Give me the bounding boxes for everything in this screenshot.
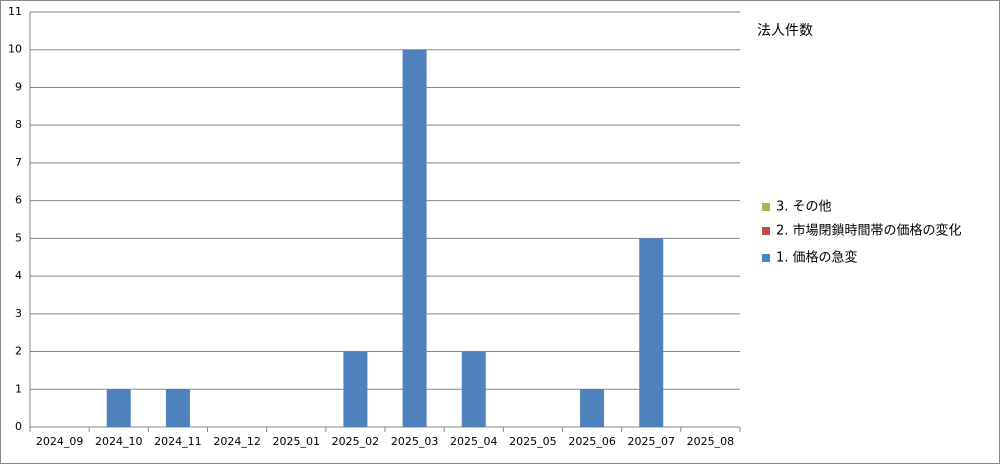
y-tick-label: 2 (15, 345, 22, 358)
legend-label: 3. その他 (776, 200, 832, 215)
y-tick-label: 0 (15, 420, 22, 433)
bar (580, 389, 605, 427)
bar (106, 389, 131, 427)
y-tick-label: 9 (15, 80, 22, 93)
bar (639, 238, 664, 427)
x-tick-label: 2025_06 (568, 435, 616, 448)
x-tick-label: 2025_04 (450, 435, 498, 448)
x-tick-label: 2025_01 (273, 435, 321, 448)
y-tick-label: 11 (8, 5, 22, 18)
x-tick-label: 2025_02 (332, 435, 380, 448)
y-tick-label: 3 (15, 307, 22, 320)
bar (343, 351, 368, 427)
bar (402, 49, 427, 428)
x-tick-label: 2025_07 (628, 435, 676, 448)
x-tick-label: 2024_09 (36, 435, 84, 448)
legend-label: 2. 市場閉鎖時間帯の価格の変化 (776, 223, 962, 239)
chart-title: 法人件数 (757, 23, 813, 39)
x-tick-label: 2024_10 (95, 435, 143, 448)
bar (461, 351, 486, 427)
x-tick-label: 2024_12 (213, 435, 261, 448)
x-tick-label: 2025_05 (509, 435, 557, 448)
legend-label: 1. 価格の急変 (776, 250, 858, 266)
y-tick-label: 5 (15, 231, 22, 244)
x-tick-label: 2025_03 (391, 435, 439, 448)
y-tick-label: 1 (15, 382, 22, 395)
legend-swatch (762, 227, 770, 235)
y-tick-label: 7 (15, 156, 22, 169)
y-tick-label: 8 (15, 118, 22, 131)
x-tick-label: 2025_08 (687, 435, 735, 448)
y-tick-label: 10 (8, 43, 22, 56)
y-tick-label: 6 (15, 194, 22, 207)
legend-swatch (762, 203, 770, 211)
x-tick-label: 2024_11 (154, 435, 202, 448)
bar (165, 389, 190, 427)
y-tick-label: 4 (15, 269, 22, 282)
legend-swatch (762, 254, 770, 262)
